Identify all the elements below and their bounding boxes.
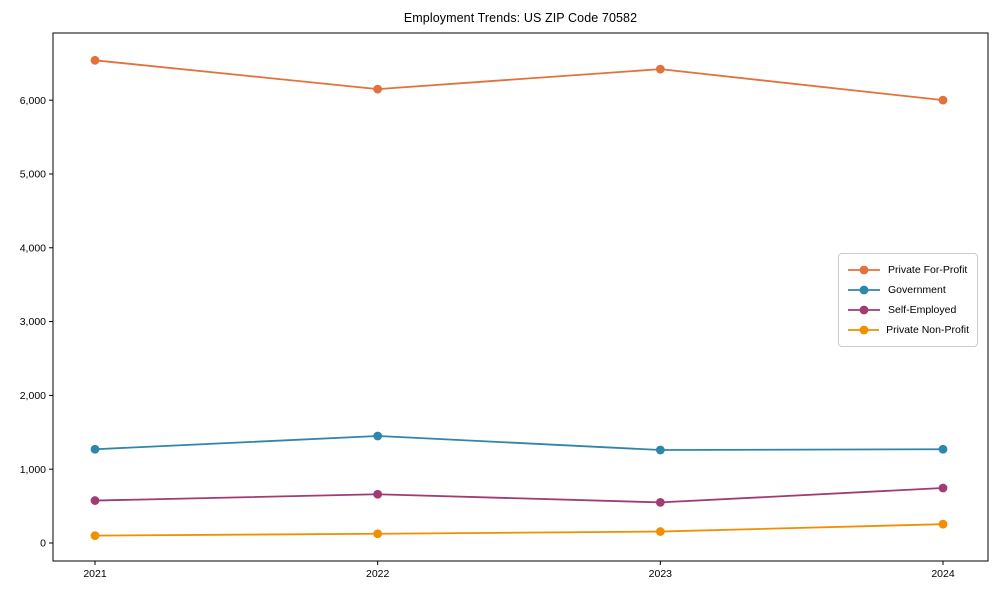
data-point-marker (938, 444, 948, 454)
series-line-self-employed (94, 487, 944, 504)
y-tick-label: 4,000 (20, 242, 46, 254)
data-point-marker (373, 84, 383, 94)
data-point-marker (655, 64, 665, 74)
chart-legend: Private For-Profit Government Self-Employe… (838, 253, 978, 347)
data-point-marker (938, 95, 948, 105)
data-point-marker (90, 444, 100, 454)
y-tick-label: 1,000 (20, 464, 46, 476)
legend-dot (859, 325, 869, 335)
data-point-marker (655, 445, 665, 455)
legend-dot (859, 285, 869, 295)
y-tick-label: 3,000 (20, 316, 46, 328)
legend-item: Government (847, 280, 969, 300)
series-line-government (94, 435, 944, 451)
data-point-marker (938, 483, 948, 493)
data-point-marker (938, 519, 948, 529)
x-tick-label: 2023 (649, 568, 673, 580)
data-point-marker (90, 496, 100, 505)
y-tick-label: 5,000 (20, 169, 46, 181)
x-tick-label: 2024 (931, 568, 955, 580)
data-point-marker (90, 55, 100, 65)
legend-label: Private For-Profit (888, 264, 968, 276)
data-point-marker (373, 489, 383, 499)
legend-item: Private For-Profit (847, 260, 969, 280)
legend-label: Self-Employed (888, 304, 957, 316)
legend-marker-icon (848, 285, 880, 295)
chart-title: Employment Trends: US ZIP Code 70582 (403, 11, 638, 25)
data-point-marker (655, 527, 665, 536)
y-tick-label: 2,000 (20, 390, 46, 402)
legend-item: Private Non-Profit (847, 320, 969, 340)
legend-item: Self-Employed (847, 300, 969, 320)
data-point-marker (373, 529, 383, 539)
series-line-private-for-profit (94, 59, 944, 102)
data-point-marker (655, 497, 665, 507)
legend-dot (859, 265, 869, 275)
x-tick-label: 2021 (83, 568, 107, 580)
data-point-marker (90, 531, 100, 541)
legend-marker-icon (848, 265, 880, 275)
legend-label: Government (888, 284, 946, 296)
data-point-marker (373, 431, 383, 441)
y-tick-label: 6,000 (20, 95, 46, 107)
legend-marker-icon (848, 325, 880, 335)
plot-frame (52, 32, 989, 562)
legend-dot (859, 305, 869, 315)
legend-label: Private Non-Profit (886, 324, 969, 336)
y-tick-label: 0 (40, 538, 46, 550)
series-line-private-non-profit (94, 523, 944, 537)
x-tick-label: 2022 (366, 568, 390, 580)
legend-marker-icon (848, 305, 880, 315)
